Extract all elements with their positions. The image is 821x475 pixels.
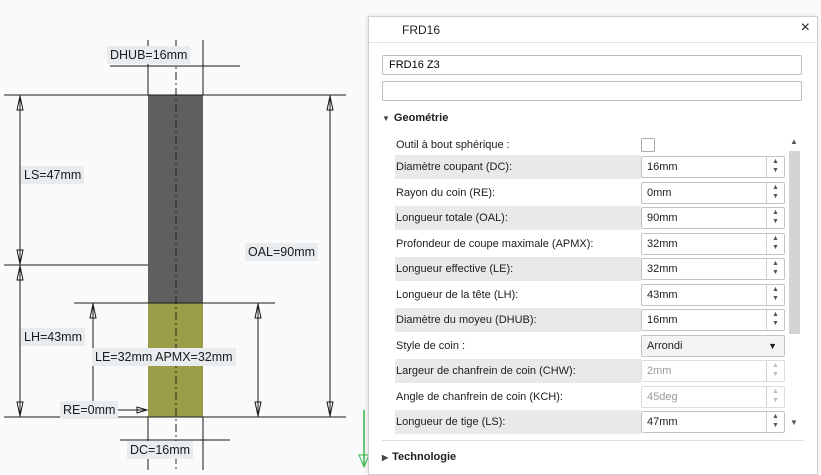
apmx-input[interactable]: 32mm ▲ ▼ [641,233,785,255]
re-label: Rayon du coin (RE): [396,187,496,199]
geometry-section-header[interactable]: ▼ Geométrie [382,112,448,124]
scroll-down-icon[interactable]: ▼ [790,418,798,427]
tool-name-input[interactable] [382,55,802,75]
oal-dimension-label: OAL=90mm [245,243,319,261]
chw-row: Largeur de chanfrein de coin (CHW): 2mm ▲… [395,359,787,383]
oal-input[interactable]: 90mm ▲ ▼ [641,207,785,229]
ls-row: Longueur de tige (LS): 47mm ▲ ▼ [395,410,787,434]
kch-label: Angle de chanfrein de coin (KCH): [396,391,563,403]
ls-label: Longueur de tige (LS): [395,410,641,434]
corner-style-label: Style de coin : [396,340,466,352]
tool-properties-panel: FRD16 × ▼Geométrie Outil à bout sphériqu… [368,16,818,475]
lh-row: Longueur de la tête (LH): 43mm ▲ ▼ [395,283,787,307]
re-row: Rayon du coin (RE): 0mm ▲ ▼ [395,181,787,205]
title-divider [369,42,817,43]
spinner-arrows-icon[interactable]: ▲ ▼ [766,285,784,305]
expand-right-icon: ▶ [382,453,389,462]
spinner-arrows-icon: ▲ ▼ [766,387,784,407]
le-label: Longueur effective (LE): [395,257,641,281]
scroll-up-icon[interactable]: ▲ [790,137,798,146]
oal-label: Longueur totale (OAL): [395,206,641,230]
chw-input: 2mm ▲ ▼ [641,360,785,382]
scrollbar-thumb[interactable] [789,151,800,334]
caret-down-icon: ▼ [768,341,777,351]
dhub-dimension-label: DHUB=16mm [107,46,191,64]
spinner-arrows-icon: ▲ ▼ [766,361,784,381]
apmx-row: Profondeur de coupe maximale (APMX): 32m… [395,232,787,256]
kch-input: 45deg ▲ ▼ [641,386,785,408]
close-icon[interactable]: × [800,19,810,36]
expand-down-icon: ▼ [382,114,390,123]
chw-label: Largeur de chanfrein de coin (CHW): [395,359,641,383]
spinner-arrows-icon[interactable]: ▲ ▼ [766,183,784,203]
geometry-header-label: Geométrie [393,112,449,124]
dhub-input[interactable]: 16mm ▲ ▼ [641,309,785,331]
lh-input[interactable]: 43mm ▲ ▼ [641,284,785,306]
spinner-arrows-icon[interactable]: ▲ ▼ [766,412,784,432]
le-row: Longueur effective (LE): 32mm ▲ ▼ [395,257,787,281]
dc-label: Diamètre coupant (DC): [395,155,641,179]
lh-label: Longueur de la tête (LH): [396,289,519,301]
ls-dimension-label: LS=47mm [21,166,85,184]
le-input[interactable]: 32mm ▲ ▼ [641,258,785,280]
re-dimension-label: RE=0mm [60,401,119,419]
tool-comment-input[interactable] [382,81,802,101]
re-input[interactable]: 0mm ▲ ▼ [641,182,785,204]
lh-dimension-label: LH=43mm [21,328,86,346]
technology-section-header[interactable]: ▶ Technologie [382,451,456,463]
panel-title: FRD16 [402,23,441,37]
ball-nose-row: Outil à bout sphérique : [395,133,787,157]
ball-nose-checkbox[interactable] [641,138,655,152]
spinner-arrows-icon[interactable]: ▲ ▼ [766,208,784,228]
kch-row: Angle de chanfrein de coin (KCH): 45deg ▲… [395,385,787,409]
oal-row: Longueur totale (OAL): 90mm ▲ ▼ [395,206,787,230]
corner-style-select[interactable]: Arrondi ▼ [641,335,785,357]
spinner-arrows-icon[interactable]: ▲ ▼ [766,234,784,254]
apmx-label: Profondeur de coupe maximale (APMX): [396,238,594,250]
dhub-row: Diamètre du moyeu (DHUB): 16mm ▲ ▼ [395,308,787,332]
dc-dimension-label: DC=16mm [127,441,194,459]
ball-nose-label: Outil à bout sphérique : [396,139,510,151]
technology-header-label: Technologie [392,451,457,463]
section-divider [382,440,804,441]
spinner-arrows-icon[interactable]: ▲ ▼ [766,259,784,279]
spinner-arrows-icon[interactable]: ▲ ▼ [766,157,784,177]
dhub-label: Diamètre du moyeu (DHUB): [395,308,641,332]
dc-row: Diamètre coupant (DC): 16mm ▲ ▼ [395,155,787,179]
spinner-arrows-icon[interactable]: ▲ ▼ [766,310,784,330]
le-apmx-dimension-label: LE=32mm APMX=32mm [92,348,236,366]
dc-input[interactable]: 16mm ▲ ▼ [641,156,785,178]
ls-input[interactable]: 47mm ▲ ▼ [641,411,785,433]
corner-style-row: Style de coin : Arrondi ▼ [395,334,787,358]
